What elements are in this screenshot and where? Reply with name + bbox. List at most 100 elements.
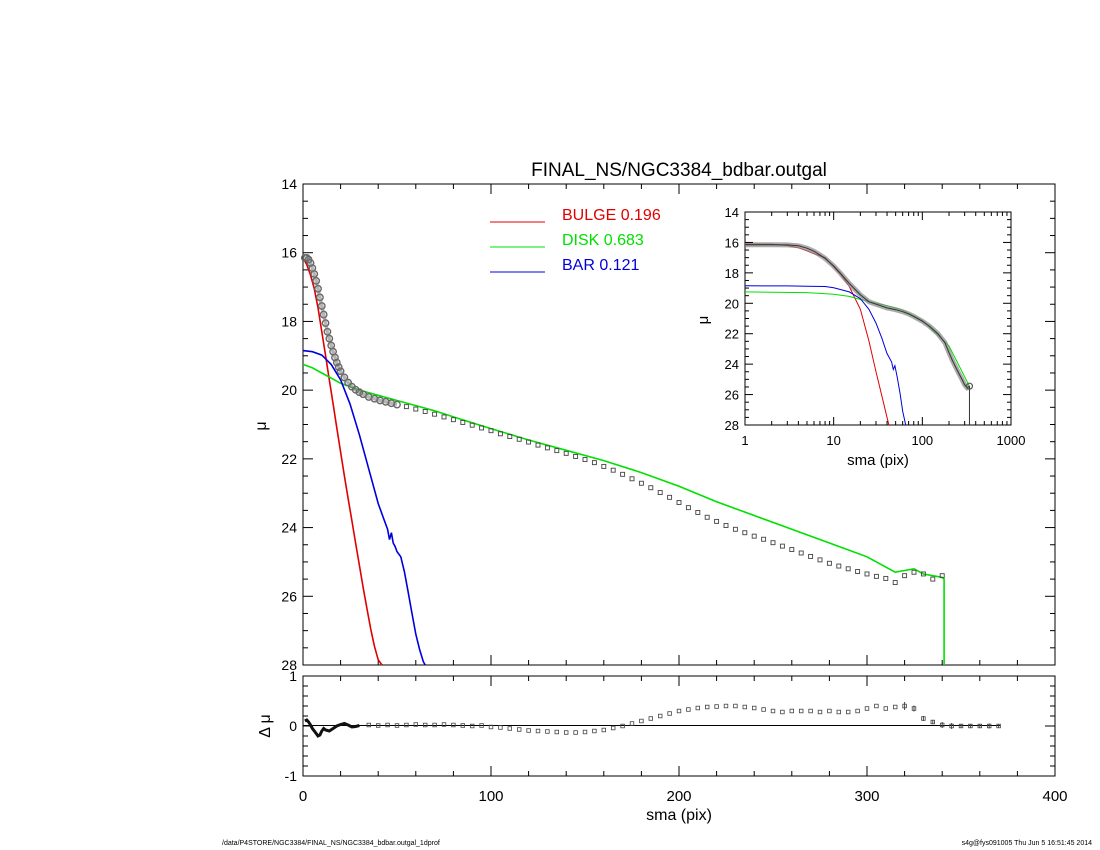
main-y-tick-label: 22 (281, 451, 297, 467)
inset-y-tick-label: 26 (725, 388, 739, 403)
observed-point (648, 485, 654, 491)
observed-point (676, 500, 682, 505)
inset-y-tick-label: 20 (725, 296, 739, 311)
residual-point (441, 722, 447, 727)
chart-title: FINAL_NS/NGC3384_bdbar.outgal (531, 160, 827, 181)
residual-point (911, 706, 917, 711)
observed-point (892, 580, 898, 585)
observed-point (629, 476, 635, 482)
residual-thick-line (304, 718, 360, 738)
residual-point (422, 722, 428, 728)
residual-point (752, 705, 757, 711)
residual-point (601, 727, 606, 733)
inset-x-ticks: 1 10 100 1000 (741, 212, 1025, 448)
observed-point (798, 550, 804, 556)
inset-y-tick-label: 18 (725, 266, 739, 281)
residual-point (535, 728, 541, 734)
residual-point (827, 708, 832, 714)
observed-point (582, 457, 588, 462)
observed-point (779, 543, 785, 549)
residual-point (855, 708, 860, 714)
residual-point (676, 708, 682, 714)
residual-point (488, 724, 494, 730)
observed-point (930, 576, 936, 582)
residual-point (413, 722, 418, 727)
residual-point (714, 704, 719, 709)
x-tick-label: 300 (854, 788, 879, 805)
observed-point (497, 431, 503, 437)
residual-point (658, 713, 663, 719)
residual-point (620, 723, 625, 729)
main-y-tick-label: 14 (281, 176, 297, 192)
observed-point (695, 510, 701, 515)
observed-point (714, 518, 720, 524)
residual-point (940, 722, 945, 728)
observed-point (667, 494, 673, 500)
residual-point (404, 722, 409, 728)
residual-point (836, 709, 841, 715)
observed-point (488, 428, 494, 434)
observed-point (516, 436, 522, 442)
observed-point (450, 417, 456, 423)
inset-series-line-2 (744, 285, 907, 426)
observed-point (723, 523, 729, 528)
residual-point (770, 708, 776, 714)
observed-point (479, 425, 485, 431)
residual-point (893, 704, 898, 710)
residual-point (507, 726, 512, 731)
residual-point (432, 722, 437, 728)
residual-point (723, 703, 729, 709)
residual-point (705, 704, 710, 710)
residual-point (864, 706, 870, 711)
residual-point (733, 703, 738, 709)
observed-point (836, 563, 842, 569)
observed-point (808, 553, 814, 559)
residual-point (592, 728, 597, 734)
observed-point (601, 463, 607, 469)
observed-point (770, 540, 776, 546)
observed-point (460, 419, 466, 425)
residual-point (629, 721, 635, 726)
observed-point (422, 408, 428, 414)
residual-point (883, 706, 888, 711)
inset-plot-panel: 14 16 18 20 22 24 26 28 1 10 100 1000 μ sma (pix) (695, 205, 1025, 469)
residual-point (648, 716, 653, 721)
observed-point (610, 467, 616, 473)
observed-point (563, 450, 569, 456)
residual-point (366, 722, 371, 728)
observed-point (620, 471, 626, 477)
residual-point (930, 719, 935, 725)
legend-label-bulge: BULGE 0.196 (562, 207, 661, 224)
residual-point (902, 703, 907, 709)
observed-point (302, 253, 311, 262)
inset-x-tick-label: 10 (826, 433, 840, 448)
residual-point (394, 723, 400, 728)
main-y-tick-label: 28 (281, 657, 297, 673)
main-y-axis-label: μ (253, 421, 270, 430)
legend: BULGE 0.196 DISK 0.683 BAR 0.121 (490, 207, 661, 274)
x-tick-label: 0 (299, 788, 307, 805)
residual-y-axis-label: Δ μ (257, 714, 274, 737)
inset-observed-points (745, 242, 974, 425)
main-observed-points (300, 253, 945, 585)
observed-point (873, 573, 879, 579)
residual-point (996, 723, 1001, 729)
residual-point (469, 723, 475, 729)
legend-label-disk: DISK 0.683 (562, 232, 644, 249)
x-axis-label: sma (pix) (646, 807, 712, 824)
main-plot-panel: μ 14 16 18 20 22 24 26 28 BULGE 0.196 DISK 0.683… (253, 176, 1056, 673)
residual-point (789, 708, 794, 714)
residual-point (977, 723, 982, 729)
main-y-tick-label: 26 (281, 588, 297, 604)
residual-point (385, 722, 390, 728)
residual-point (582, 729, 588, 735)
residual-point (611, 725, 616, 731)
inset-y-tick-label: 24 (725, 357, 739, 372)
observed-point (441, 414, 447, 420)
residual-point (526, 728, 531, 733)
observed-point (554, 448, 560, 454)
residual-point (460, 723, 465, 728)
residual-point (921, 716, 926, 721)
residual-point (695, 705, 700, 711)
